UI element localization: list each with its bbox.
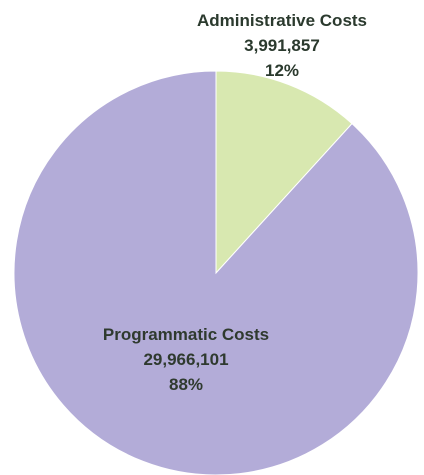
slice-value-programmatic: 29,966,101 [143, 350, 228, 369]
pie-labels: Administrative Costs 3,991,857 12% Progr… [103, 11, 367, 394]
pie-slice-programmatic-costs [13, 70, 419, 475]
pie-slices [13, 70, 419, 475]
slice-percent-administrative: 12% [265, 61, 299, 80]
slice-label-programmatic: Programmatic Costs [103, 325, 269, 344]
slice-label-administrative: Administrative Costs [197, 11, 367, 30]
slice-value-administrative: 3,991,857 [244, 36, 320, 55]
pie-slice-administrative-costs [215, 70, 353, 275]
slice-percent-programmatic: 88% [169, 375, 203, 394]
